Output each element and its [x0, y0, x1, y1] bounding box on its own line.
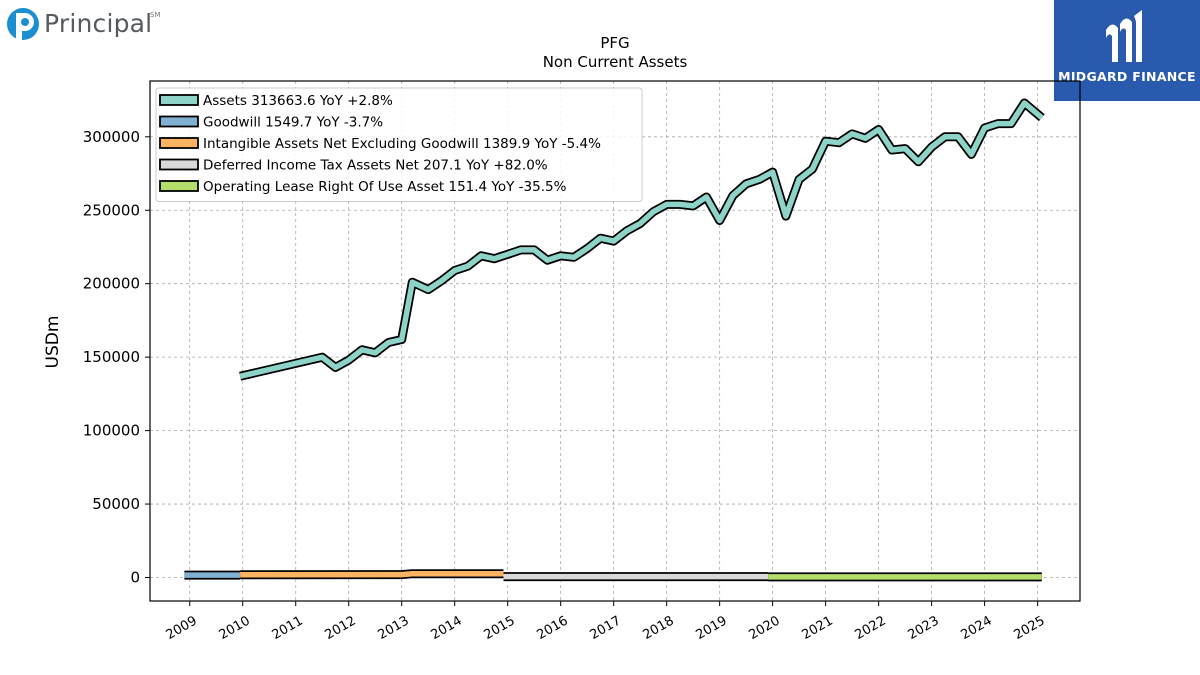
principal-mark-icon [7, 8, 39, 41]
x-tick-label: 2023 [905, 613, 941, 643]
y-axis-label: USDm [43, 316, 63, 369]
midgard-logo-text: MIDGARD FINANCE [1058, 69, 1196, 84]
chart-subtitle: Non Current Assets [543, 53, 688, 71]
legend: Assets 313663.6 YoY +2.8% Goodwill 1549.7… [155, 87, 643, 202]
principal-logo-sm: SM [150, 11, 161, 19]
y-tick-label: 100000 [83, 422, 140, 440]
legend-entry: Intangible Assets Net Excluding Goodwill… [203, 136, 601, 152]
series-layer [184, 98, 1045, 582]
y-tick-label: 250000 [83, 201, 140, 219]
principal-logo: Principal SM [6, 5, 166, 49]
legend-entry: Assets 313663.6 YoY +2.8% [203, 93, 393, 109]
x-tick-label: 2025 [1011, 613, 1047, 643]
legend-box [155, 87, 643, 202]
y-tick-label: 0 [130, 568, 140, 586]
x-tick-label: 2015 [482, 613, 518, 643]
y-tick-label: 200000 [83, 275, 140, 293]
x-tick-label: 2010 [217, 613, 253, 643]
x-tick-label: 2009 [164, 613, 200, 643]
legend-entry: Operating Lease Right Of Use Asset 151.4… [203, 179, 567, 195]
y-tick-label: 150000 [83, 348, 140, 366]
principal-logo-text: Principal [44, 9, 153, 38]
x-tick-label: 2020 [746, 613, 782, 643]
x-tick-label: 2017 [588, 613, 624, 643]
series-line-assets [239, 100, 1044, 379]
legend-swatch [159, 137, 199, 149]
chart-title: PFG [600, 34, 629, 52]
x-tick-label: 2021 [799, 613, 835, 643]
legend-entry: Goodwill 1549.7 YoY -3.7% [203, 115, 383, 131]
x-tick-label: 2012 [323, 613, 359, 643]
x-tick-label: 2019 [693, 613, 729, 643]
series-line-intangible-assets-net-excluding-goodwill [240, 570, 504, 578]
legend-entry: Deferred Income Tax Assets Net 207.1 YoY… [203, 158, 548, 174]
legend-swatch [159, 115, 199, 128]
legend-swatch [159, 180, 199, 192]
midgard-finance-logo: MIDGARD FINANCE [1054, 0, 1200, 101]
x-tick-label: 2018 [641, 613, 677, 643]
y-axis: 0 50000 100000 150000 200000 250000 300000 [83, 128, 150, 586]
x-axis: 2009 2010 2011 2012 2013 2014 2015 2016 2017 2018… [164, 601, 1048, 643]
legend-swatch [159, 158, 199, 171]
y-tick-label: 50000 [92, 495, 140, 513]
legend-swatch [159, 94, 199, 106]
x-tick-label: 2022 [852, 613, 888, 643]
midgard-mark-icon [1106, 10, 1142, 63]
x-tick-label: 2014 [429, 613, 465, 643]
x-tick-label: 2013 [376, 613, 412, 643]
plot-frame [149, 80, 1081, 602]
y-tick-label: 300000 [83, 128, 140, 146]
x-tick-label: 2011 [270, 613, 306, 643]
x-tick-label: 2016 [535, 613, 571, 643]
x-tick-label: 2024 [958, 613, 994, 643]
